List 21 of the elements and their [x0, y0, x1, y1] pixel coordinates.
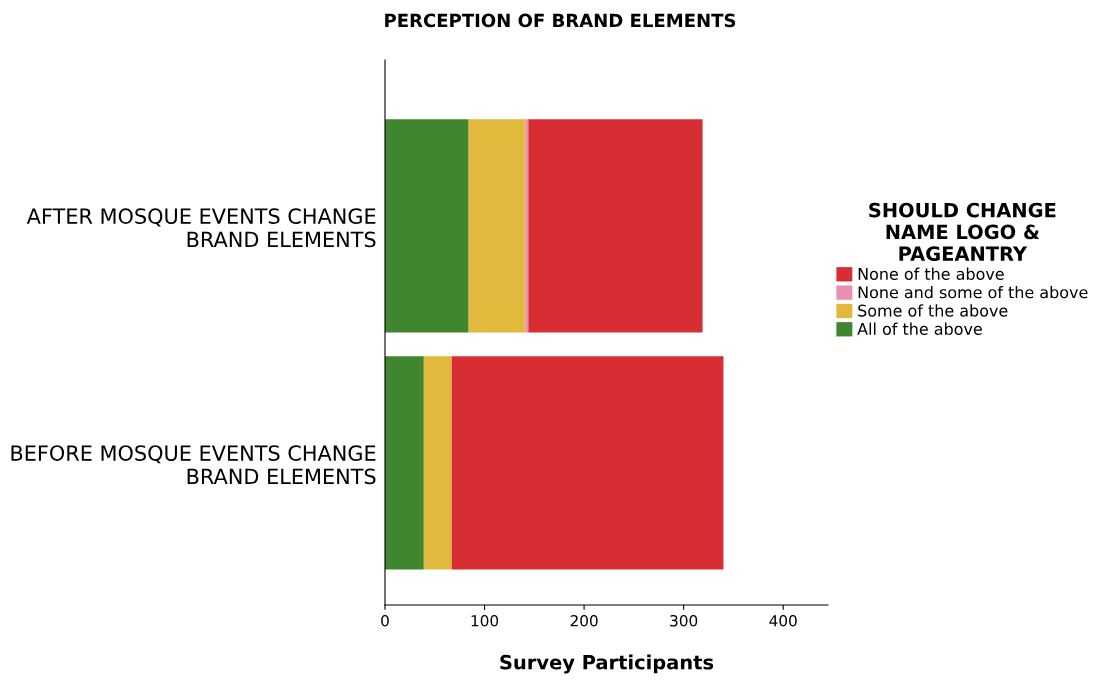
x-tick-label: 400 — [769, 614, 797, 627]
x-tick-label: 300 — [670, 614, 698, 627]
x-tick-label: 200 — [570, 614, 598, 627]
bar — [385, 356, 424, 570]
legend-title: SHOULD CHANGE NAME LOGO & PAGEANTRY — [869, 202, 1056, 261]
bar — [451, 356, 724, 570]
x-tick-label: 100 — [471, 614, 499, 627]
bar — [468, 119, 526, 333]
x-axis-title: Survey Participants — [500, 654, 714, 674]
y-tick-label: AFTER MOSQUE EVENTS CHANGE BRAND ELEMENTS — [26, 208, 376, 248]
chart-title: PERCEPTION OF BRAND ELEMENTS — [385, 13, 736, 28]
y-tick-label: BEFORE MOSQUE EVENTS CHANGE BRAND ELEMENTS — [11, 445, 376, 485]
x-tick-label: 0 — [381, 614, 389, 627]
legend-label: Some of the above — [858, 304, 1008, 317]
legend-label: None of the above — [858, 267, 1004, 280]
bar — [385, 119, 469, 333]
bar — [525, 119, 529, 333]
bar — [423, 356, 452, 570]
legend-label: None and some of the above — [858, 285, 1088, 299]
legend-label: All of the above — [857, 322, 982, 335]
bar — [528, 119, 703, 333]
